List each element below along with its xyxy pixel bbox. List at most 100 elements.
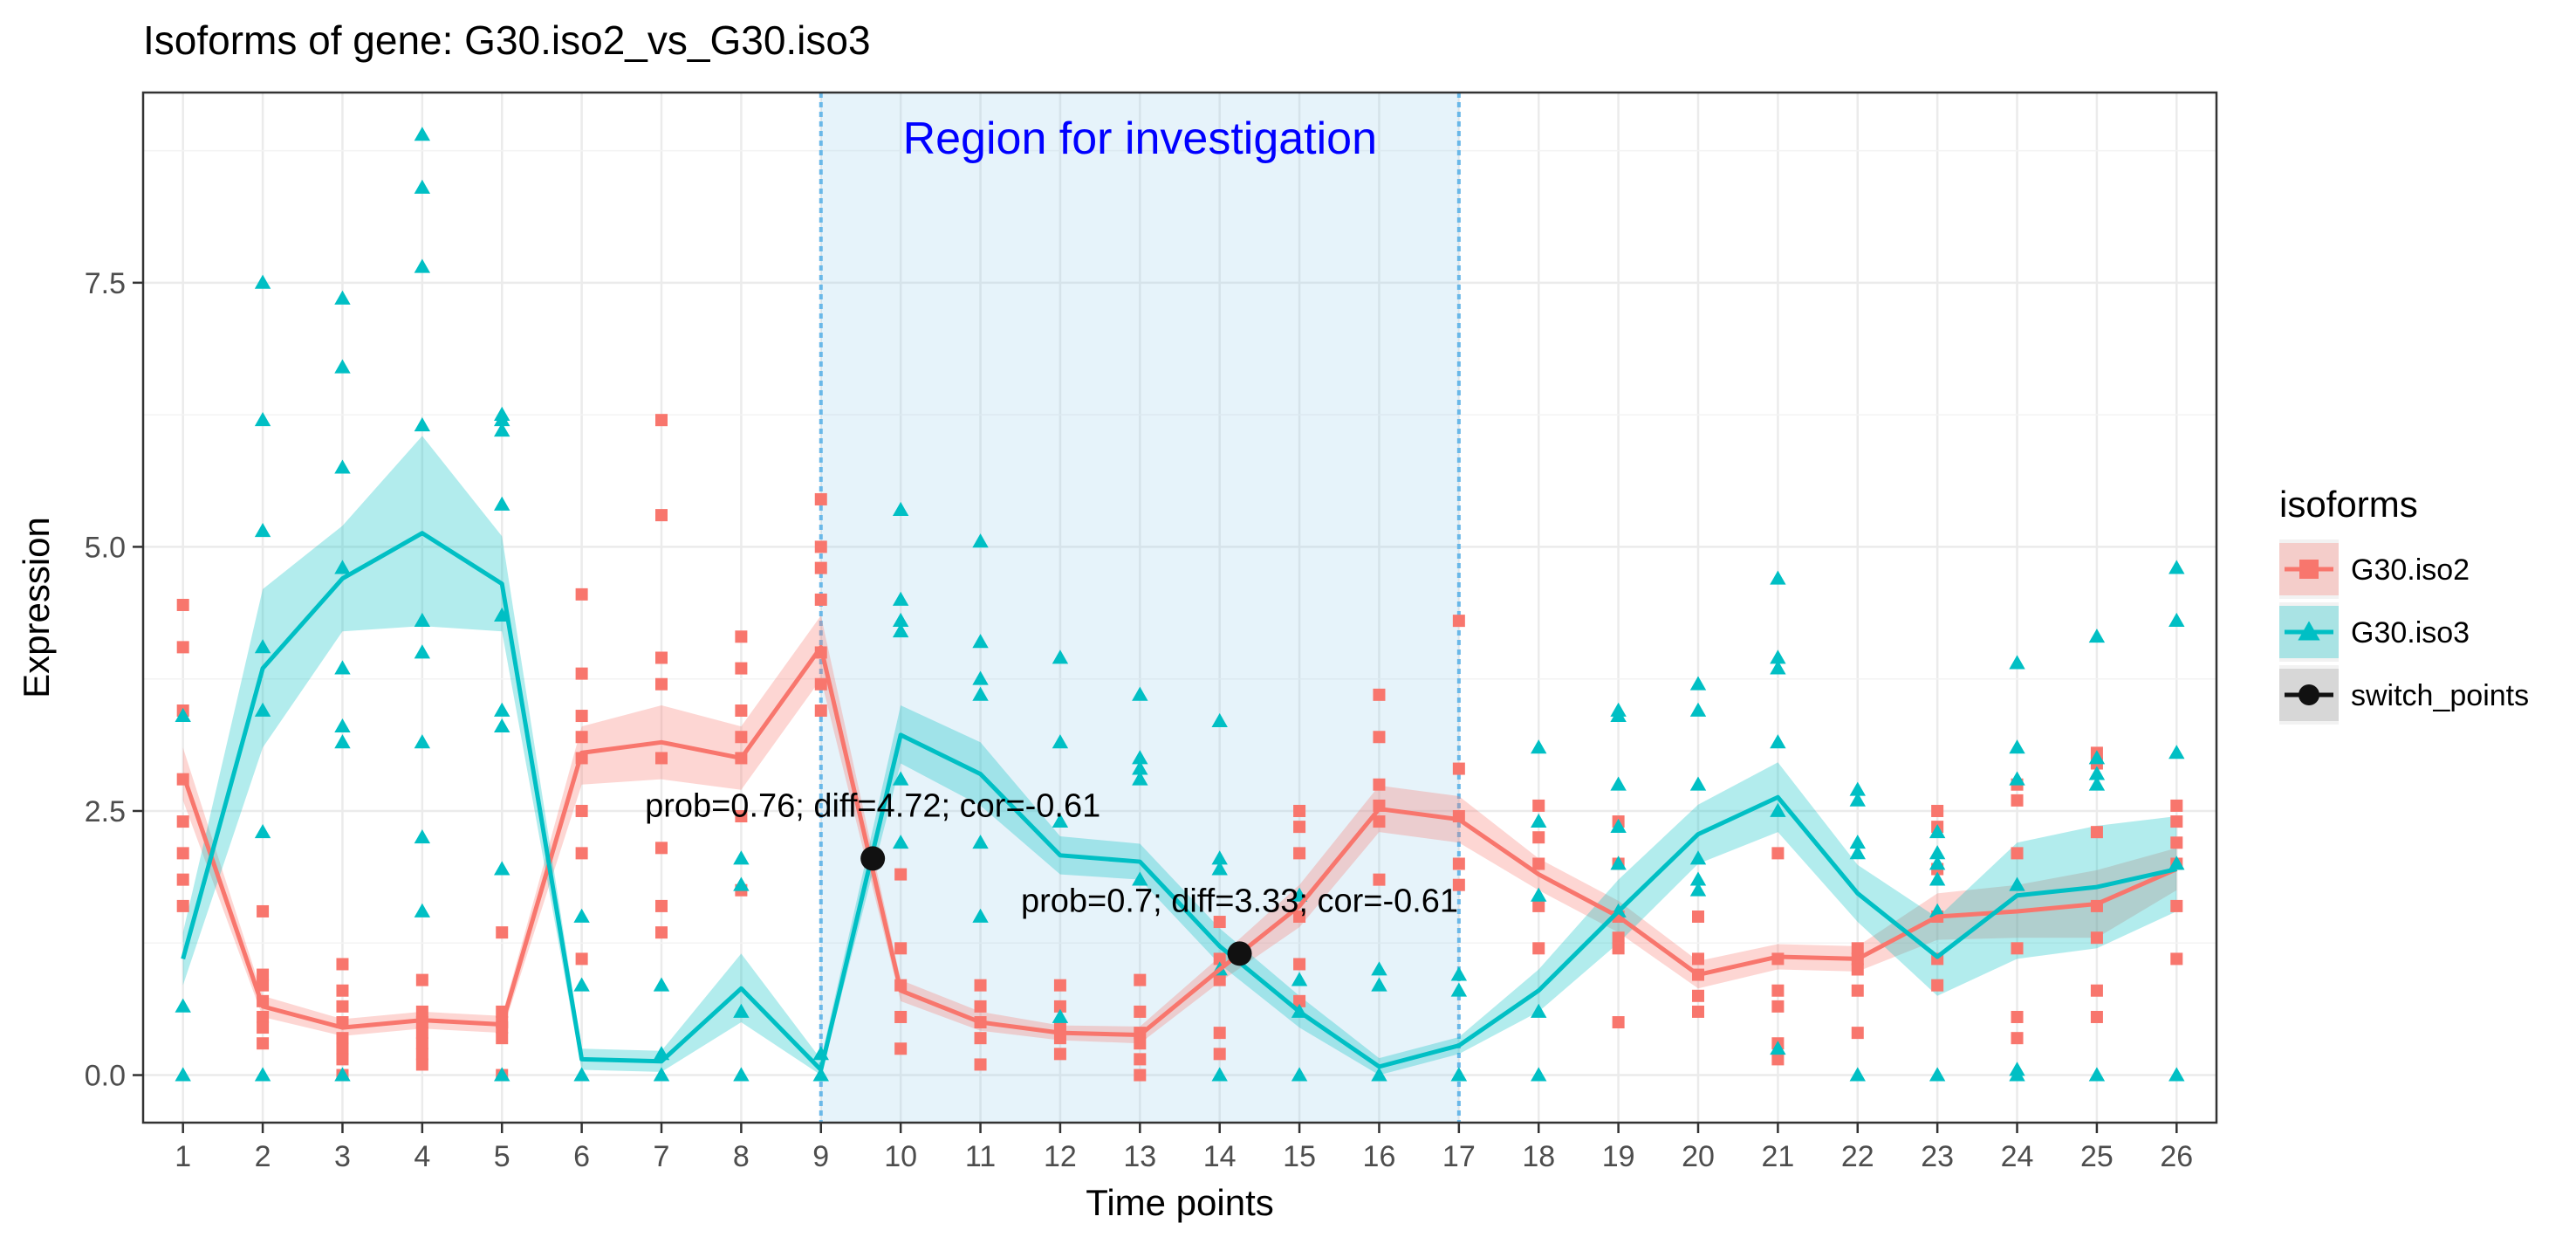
point-G30.iso2	[496, 926, 509, 939]
point-G30.iso3	[892, 501, 909, 516]
point-G30.iso3	[972, 908, 989, 923]
point-G30.iso3	[1689, 871, 1707, 886]
point-G30.iso2	[1692, 911, 1704, 923]
point-G30.iso2	[735, 810, 748, 823]
point-G30.iso3	[1450, 982, 1468, 997]
point-G30.iso2	[336, 1000, 349, 1013]
point-G30.iso3	[1770, 734, 1786, 749]
point-G30.iso2	[2170, 899, 2183, 912]
point-G30.iso3	[1610, 776, 1627, 791]
point-G30.iso3	[573, 977, 590, 992]
point-G30.iso3	[733, 1067, 750, 1082]
x-tick-label: 25	[2080, 1140, 2114, 1173]
point-G30.iso3	[1531, 1003, 1547, 1018]
point-G30.iso2	[2011, 847, 2024, 860]
point-G30.iso2	[655, 677, 668, 691]
point-G30.iso2	[176, 899, 189, 912]
switch-point-marker	[1227, 941, 1252, 966]
point-G30.iso2	[1293, 804, 1306, 817]
point-G30.iso3	[1689, 882, 1707, 897]
point-G30.iso3	[1132, 771, 1148, 786]
point-G30.iso2	[575, 952, 588, 966]
point-G30.iso3	[414, 417, 431, 432]
point-G30.iso2	[1452, 762, 1465, 775]
point-G30.iso2	[1213, 973, 1226, 986]
point-G30.iso3	[1849, 845, 1866, 860]
point-G30.iso2	[415, 1027, 428, 1040]
point-G30.iso2	[655, 899, 668, 912]
point-G30.iso2	[1373, 688, 1386, 701]
point-G30.iso3	[334, 359, 351, 374]
point-G30.iso3	[1371, 977, 1387, 992]
point-G30.iso3	[254, 639, 271, 654]
point-G30.iso3	[254, 702, 271, 717]
point-G30.iso3	[414, 734, 431, 749]
point-G30.iso2	[2090, 984, 2103, 997]
point-G30.iso2	[2090, 826, 2103, 839]
point-G30.iso2	[176, 847, 189, 860]
point-G30.iso3	[175, 1067, 191, 1082]
point-G30.iso2	[1532, 799, 1545, 812]
point-G30.iso3	[1211, 850, 1228, 865]
line-G30.iso2	[181, 644, 2178, 1038]
point-G30.iso3	[254, 523, 271, 538]
point-G30.iso2	[1692, 952, 1704, 966]
point-G30.iso3	[414, 644, 431, 659]
legend-key-marker	[2298, 621, 2320, 641]
point-G30.iso3	[1849, 1067, 1866, 1082]
point-G30.iso3	[892, 835, 909, 849]
point-G30.iso2	[1931, 979, 1944, 992]
point-G30.iso3	[1132, 686, 1148, 701]
point-G30.iso2	[415, 1037, 428, 1050]
point-G30.iso3	[1132, 871, 1148, 886]
point-G30.iso3	[1689, 776, 1707, 791]
point-G30.iso3	[1052, 649, 1069, 664]
point-G30.iso3	[653, 977, 670, 992]
point-G30.iso2	[1692, 989, 1704, 1002]
x-tick-label: 1	[175, 1140, 191, 1173]
y-axis: 0.0 2.5 5.0 7.5	[85, 267, 143, 1093]
point-G30.iso3	[334, 459, 351, 474]
point-G30.iso3	[1849, 792, 1866, 807]
x-tick-label: 3	[334, 1140, 351, 1173]
point-G30.iso3	[494, 718, 510, 733]
legend: isoforms G30.iso2 G30.iso3 switch_points	[2279, 484, 2529, 725]
x-axis-label: Time points	[1086, 1182, 1274, 1223]
switch-annotation-1: prob=0.76; diff=4.72; cor=-0.61	[645, 787, 1100, 824]
point-G30.iso2	[336, 1053, 349, 1066]
point-G30.iso3	[414, 612, 431, 628]
point-G30.iso2	[176, 641, 189, 654]
point-G30.iso2	[894, 1042, 908, 1055]
x-tick-label: 14	[1203, 1140, 1237, 1173]
point-G30.iso2	[1452, 878, 1465, 891]
point-G30.iso2	[1931, 804, 1944, 817]
point-G30.iso2	[1293, 958, 1306, 971]
point-G30.iso2	[1851, 942, 1864, 955]
point-G30.iso3	[414, 829, 431, 844]
point-G30.iso2	[814, 704, 827, 717]
y-tick-label: 2.5	[85, 795, 126, 828]
point-G30.iso2	[1213, 952, 1226, 966]
point-G30.iso2	[415, 1005, 428, 1018]
point-G30.iso2	[2170, 799, 2183, 812]
point-G30.iso3	[494, 702, 510, 717]
point-G30.iso2	[735, 630, 748, 643]
point-G30.iso2	[1851, 963, 1864, 976]
point-G30.iso3	[1291, 1067, 1308, 1082]
point-G30.iso3	[1929, 871, 1946, 886]
plot-border	[141, 91, 2218, 1124]
point-G30.iso2	[257, 979, 270, 992]
point-G30.iso2	[2011, 1010, 2024, 1023]
point-G30.iso2	[1213, 916, 1226, 929]
point-G30.iso2	[655, 509, 668, 522]
point-G30.iso3	[1450, 966, 1468, 981]
point-G30.iso2	[1612, 1016, 1625, 1029]
point-G30.iso2	[735, 731, 748, 744]
legend-label-G30.iso2: G30.iso2	[2351, 553, 2470, 587]
point-G30.iso3	[1770, 570, 1786, 585]
point-G30.iso2	[974, 1058, 987, 1071]
point-G30.iso3	[334, 290, 351, 305]
point-G30.iso3	[733, 850, 750, 865]
point-G30.iso3	[334, 718, 351, 733]
